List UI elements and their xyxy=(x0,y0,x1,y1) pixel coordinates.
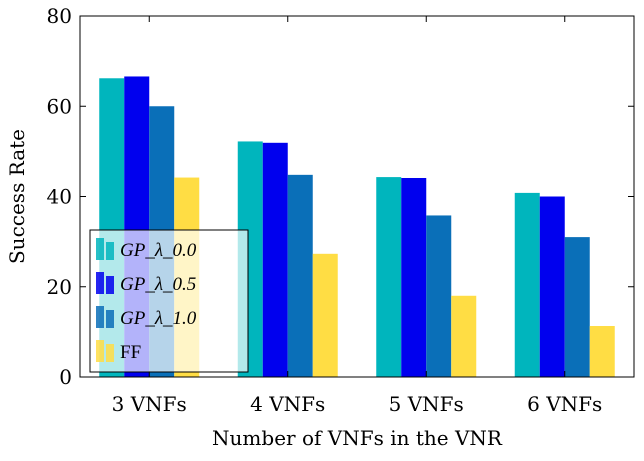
bar xyxy=(376,177,402,377)
bar xyxy=(287,174,313,377)
bar xyxy=(539,196,565,377)
legend-swatch xyxy=(106,276,114,294)
legend-swatch xyxy=(96,238,104,260)
y-tick-label: 80 xyxy=(47,4,72,28)
y-tick-label: 20 xyxy=(47,275,72,299)
bar xyxy=(426,215,452,377)
legend-label: GP_λ_1.0 xyxy=(120,308,197,329)
bar xyxy=(262,142,288,377)
y-tick-label: 40 xyxy=(47,185,72,209)
legend-box xyxy=(89,229,249,373)
legend-swatch xyxy=(106,344,114,362)
x-tick-label: 6 VNFs xyxy=(527,392,602,416)
bar xyxy=(514,192,540,377)
y-axis-label: Success Rate xyxy=(5,129,29,264)
legend-label: GP_λ_0.5 xyxy=(120,274,196,295)
x-axis-label: Number of VNFs in the VNR xyxy=(212,426,503,450)
bar xyxy=(589,326,615,377)
legend-swatch xyxy=(106,242,114,260)
ticks-group: 3 VNFs 4 VNFs 5 VNFs 6 VNFs 0 20 40 60 80 xyxy=(47,4,634,416)
y-tick-label: 0 xyxy=(59,365,72,389)
bar xyxy=(401,177,427,377)
bar xyxy=(451,295,477,377)
legend-label: GP_λ_0.0 xyxy=(120,240,197,261)
legend-swatch xyxy=(96,340,104,362)
bar xyxy=(312,253,338,377)
x-tick-label: 3 VNFs xyxy=(112,392,187,416)
legend-swatch xyxy=(106,310,114,328)
x-tick-label: 5 VNFs xyxy=(389,392,464,416)
legend-swatch xyxy=(96,272,104,294)
legend-swatch xyxy=(96,306,104,328)
bar xyxy=(564,237,590,377)
x-tick-label: 4 VNFs xyxy=(250,392,325,416)
y-tick-label: 60 xyxy=(47,94,72,118)
legend: GP_λ_0.0 GP_λ_0.5 GP_λ_1.0 FF xyxy=(89,229,249,373)
legend-label: FF xyxy=(120,342,141,363)
